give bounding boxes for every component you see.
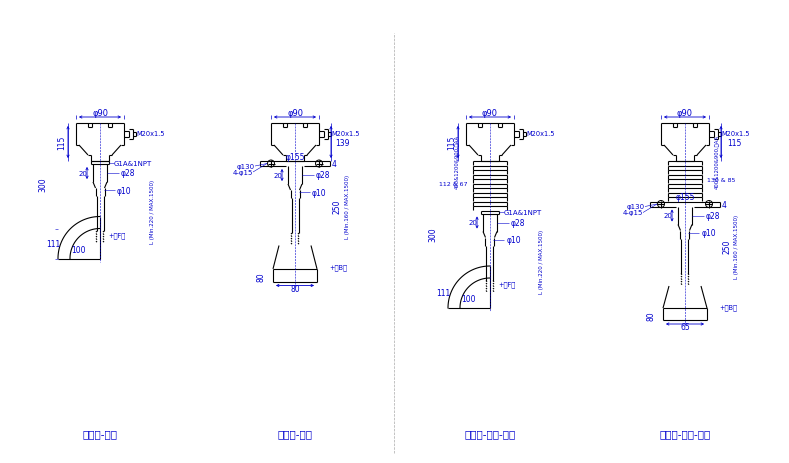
Text: M20x1.5: M20x1.5 (136, 131, 164, 137)
Text: φ130: φ130 (627, 204, 645, 210)
Text: +米B型: +米B型 (329, 264, 347, 271)
Text: 20: 20 (274, 173, 282, 179)
Text: 400&1200&900,美AA: 400&1200&900,美AA (455, 135, 460, 188)
Text: 111: 111 (46, 239, 60, 249)
Text: 4: 4 (332, 160, 337, 169)
Text: +米F型: +米F型 (108, 232, 125, 238)
Text: φ10: φ10 (507, 236, 521, 244)
Text: L (Min.220 / MAX.1500): L (Min.220 / MAX.1500) (540, 229, 544, 293)
Text: φ28: φ28 (511, 219, 525, 227)
Text: φ90: φ90 (677, 109, 693, 118)
Text: φ90: φ90 (287, 109, 303, 118)
Text: 111: 111 (436, 289, 451, 298)
Text: φ90: φ90 (92, 109, 108, 118)
Text: 80: 80 (290, 284, 300, 294)
Text: 保护型-法兰: 保护型-法兰 (278, 428, 312, 438)
Text: 保护型-螺纹: 保护型-螺纹 (83, 428, 118, 438)
Text: φ130: φ130 (237, 163, 255, 169)
Text: 300: 300 (39, 177, 47, 192)
Text: L (Min.220 / MAX.1500): L (Min.220 / MAX.1500) (149, 180, 155, 244)
Text: M20x1.5: M20x1.5 (526, 131, 555, 137)
Text: 20: 20 (469, 220, 477, 226)
Text: φ10: φ10 (117, 186, 131, 195)
Text: +米B型: +米B型 (719, 303, 737, 310)
Text: 115: 115 (58, 136, 66, 150)
Text: 100: 100 (71, 245, 85, 255)
Text: 250: 250 (723, 239, 731, 254)
Text: 115: 115 (727, 138, 742, 147)
Text: φ10: φ10 (701, 229, 716, 238)
Text: 4-φ15: 4-φ15 (233, 169, 253, 175)
Text: M20x1.5: M20x1.5 (721, 131, 750, 137)
Text: φ90: φ90 (482, 109, 498, 118)
Text: φ28: φ28 (316, 171, 331, 180)
Text: G1A&1NPT: G1A&1NPT (504, 210, 542, 216)
Text: 65: 65 (680, 323, 690, 332)
Text: 130 & 85: 130 & 85 (707, 177, 735, 182)
Text: +米F型: +米F型 (498, 281, 515, 288)
Text: M20x1.5: M20x1.5 (331, 131, 360, 137)
Text: φ28: φ28 (706, 212, 720, 220)
Text: L (Min.160 / MAX.1500): L (Min.160 / MAX.1500) (735, 215, 739, 279)
Text: 300: 300 (428, 227, 437, 241)
Text: L (Min.160 / MAX.1500): L (Min.160 / MAX.1500) (345, 174, 350, 238)
Text: G1A&1NPT: G1A&1NPT (114, 160, 152, 166)
Text: φ10: φ10 (312, 188, 326, 197)
Text: φ155: φ155 (675, 193, 695, 201)
Text: 20: 20 (79, 171, 88, 176)
Text: 400&1200&900,美AA: 400&1200&900,美AA (715, 135, 720, 188)
Text: 80: 80 (646, 310, 656, 320)
Text: 保护型-螺纹-高温: 保护型-螺纹-高温 (465, 428, 516, 438)
Text: 保护型-法兰-高温: 保护型-法兰-高温 (660, 428, 711, 438)
Text: 250: 250 (332, 199, 342, 213)
Text: 4: 4 (722, 200, 727, 209)
Text: φ28: φ28 (121, 169, 136, 178)
Text: 139: 139 (335, 138, 350, 147)
Text: 112 & 67: 112 & 67 (439, 181, 468, 187)
Text: 80: 80 (256, 272, 266, 282)
Text: φ155: φ155 (286, 152, 305, 161)
Text: 20: 20 (664, 213, 672, 219)
Text: 100: 100 (461, 295, 475, 304)
Text: 115: 115 (447, 136, 457, 150)
Text: 4-φ15: 4-φ15 (623, 210, 643, 216)
